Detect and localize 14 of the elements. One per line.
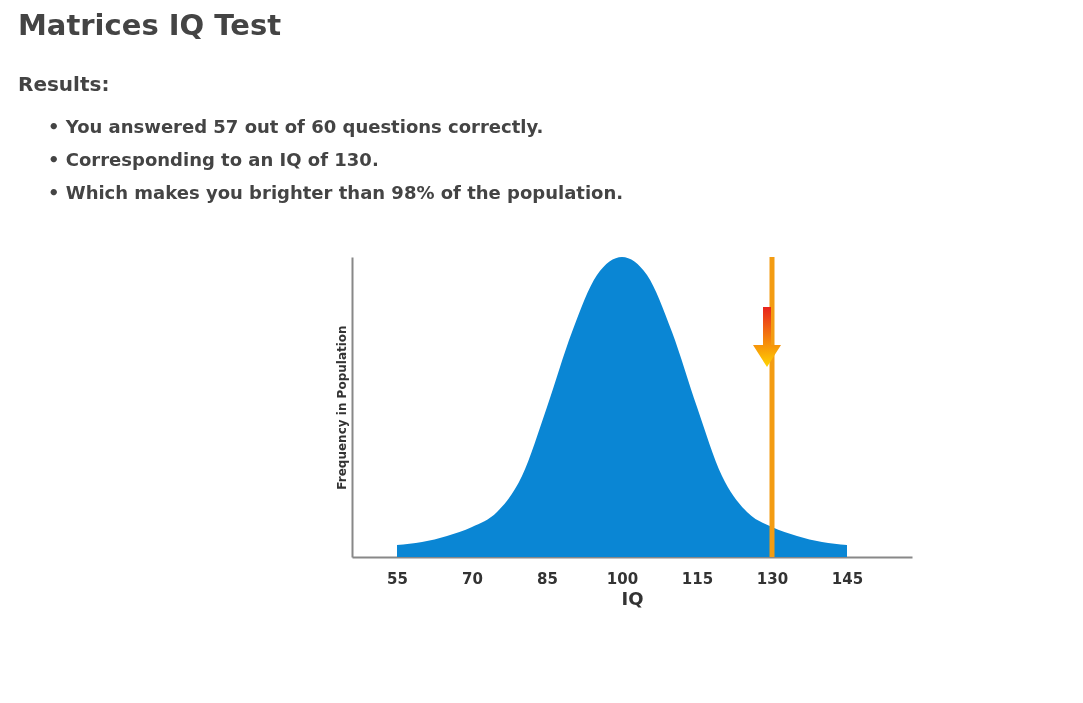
chart-title: Matrices IQ Test <box>18 8 282 42</box>
text: • You answered 57 out of 60 questions correctly. <box>48 115 545 139</box>
x-tick-label: 55 <box>387 569 408 588</box>
x-tick-label: 100 <box>606 569 639 588</box>
x-axis-title: IQ <box>621 587 644 609</box>
y-axis-title: Frequency in Population <box>334 325 349 490</box>
x-tick-label: 85 <box>537 569 558 588</box>
text: Results: <box>18 72 111 96</box>
text: • Corresponding to an IQ of 130. <box>48 148 380 172</box>
x-tick-label: 70 <box>462 569 483 588</box>
x-tick-label: 145 <box>831 569 864 588</box>
x-tick-label: 130 <box>756 569 789 588</box>
x-tick-label: 115 <box>681 569 714 588</box>
text: • Which makes you brighter than 98% of the population. <box>48 181 625 205</box>
